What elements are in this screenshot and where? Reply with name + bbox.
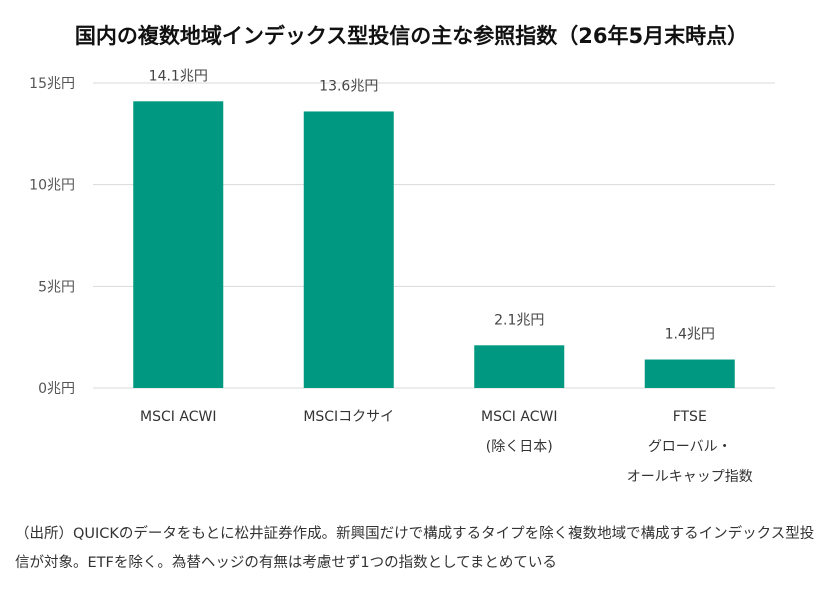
data-label: 13.6兆円 [319, 78, 378, 94]
category-label: グローバル・ [648, 439, 732, 455]
y-tick-label: 10兆円 [29, 178, 75, 194]
y-tick-label: 0兆円 [38, 381, 75, 397]
bar [303, 111, 394, 388]
category-label: (除く日本) [486, 439, 553, 455]
category-label: MSCI ACWI [481, 409, 557, 425]
bar [644, 359, 735, 388]
data-label: 2.1兆円 [494, 312, 544, 328]
chart-title: 国内の複数地域インデックス型投信の主な参照指数（26年5月末時点） [74, 24, 749, 48]
y-tick-label: 5兆円 [38, 279, 75, 295]
category-label: MSCI ACWI [140, 409, 216, 425]
category-label: FTSE [673, 409, 707, 425]
bar [474, 345, 565, 388]
data-label: 14.1兆円 [149, 68, 208, 84]
category-label: MSCIコクサイ [303, 409, 394, 425]
bar-chart: 0兆円 5兆円 10兆円 15兆円 14.1兆円 MSCI ACWI 13.6兆円 MSCIコ… [29, 68, 775, 485]
y-tick-label: 15兆円 [29, 76, 75, 92]
data-label: 1.4兆円 [665, 327, 715, 343]
category-label: オールキャップ指数 [627, 469, 753, 485]
bar [133, 101, 224, 389]
source-note: （出所）QUICKのデータをもとに松井証券作成。新興国だけで構成するタイプを除く… [15, 526, 815, 571]
